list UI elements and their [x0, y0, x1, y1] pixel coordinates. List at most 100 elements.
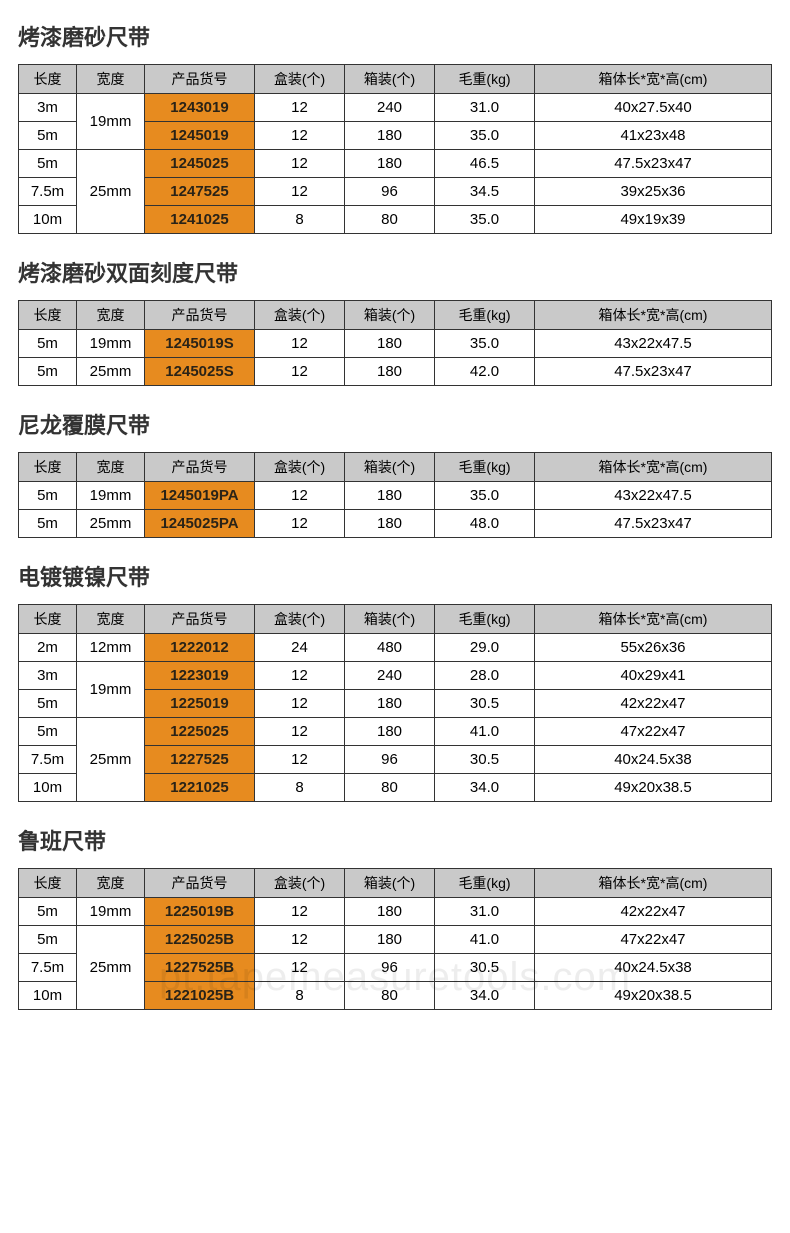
cell-length: 7.5m: [19, 954, 77, 982]
cell-weight: 41.0: [435, 926, 535, 954]
column-header: 长度: [19, 65, 77, 94]
cell-crate: 480: [345, 634, 435, 662]
column-header: 箱装(个): [345, 453, 435, 482]
cell-weight: 34.0: [435, 982, 535, 1010]
cell-dimensions: 55x26x36: [535, 634, 772, 662]
cell-crate: 80: [345, 206, 435, 234]
column-header: 长度: [19, 301, 77, 330]
cell-box: 12: [255, 954, 345, 982]
cell-length: 5m: [19, 690, 77, 718]
column-header: 箱体长*宽*高(cm): [535, 453, 772, 482]
cell-width: 19mm: [77, 94, 145, 150]
cell-product-code: 1243019: [145, 94, 255, 122]
cell-dimensions: 42x22x47: [535, 898, 772, 926]
column-header: 长度: [19, 453, 77, 482]
column-header: 箱装(个): [345, 869, 435, 898]
cell-product-code: 1223019: [145, 662, 255, 690]
cell-crate: 240: [345, 662, 435, 690]
column-header: 宽度: [77, 869, 145, 898]
column-header: 宽度: [77, 65, 145, 94]
column-header: 盒装(个): [255, 869, 345, 898]
column-header: 箱体长*宽*高(cm): [535, 605, 772, 634]
column-header: 盒装(个): [255, 605, 345, 634]
cell-length: 7.5m: [19, 746, 77, 774]
cell-dimensions: 47x22x47: [535, 926, 772, 954]
cell-dimensions: 40x29x41: [535, 662, 772, 690]
cell-box: 24: [255, 634, 345, 662]
cell-box: 12: [255, 94, 345, 122]
cell-length: 5m: [19, 330, 77, 358]
cell-length: 5m: [19, 150, 77, 178]
section-title: 尼龙覆膜尺带: [18, 408, 772, 440]
cell-dimensions: 43x22x47.5: [535, 482, 772, 510]
cell-crate: 180: [345, 482, 435, 510]
cell-length: 10m: [19, 982, 77, 1010]
cell-crate: 180: [345, 718, 435, 746]
cell-length: 5m: [19, 358, 77, 386]
cell-box: 12: [255, 150, 345, 178]
cell-dimensions: 47.5x23x47: [535, 510, 772, 538]
column-header: 毛重(kg): [435, 301, 535, 330]
column-header: 宽度: [77, 453, 145, 482]
column-header: 长度: [19, 869, 77, 898]
table-row: 5m25mm1245025S1218042.047.5x23x47: [19, 358, 772, 386]
cell-weight: 34.0: [435, 774, 535, 802]
column-header: 产品货号: [145, 65, 255, 94]
cell-crate: 96: [345, 954, 435, 982]
table-row: 5m25mm12450251218046.547.5x23x47: [19, 150, 772, 178]
cell-product-code: 1225025: [145, 718, 255, 746]
table-row: 2m12mm12220122448029.055x26x36: [19, 634, 772, 662]
spec-table: 长度宽度产品货号盒装(个)箱装(个)毛重(kg)箱体长*宽*高(cm)5m19m…: [18, 452, 772, 538]
cell-crate: 180: [345, 510, 435, 538]
cell-crate: 180: [345, 358, 435, 386]
cell-dimensions: 49x19x39: [535, 206, 772, 234]
cell-crate: 180: [345, 690, 435, 718]
cell-weight: 41.0: [435, 718, 535, 746]
cell-length: 5m: [19, 718, 77, 746]
column-header: 长度: [19, 605, 77, 634]
column-header: 毛重(kg): [435, 605, 535, 634]
column-header: 产品货号: [145, 301, 255, 330]
table-row: 5m19mm1225019B1218031.042x22x47: [19, 898, 772, 926]
section-title: 烤漆磨砂尺带: [18, 20, 772, 52]
cell-box: 12: [255, 690, 345, 718]
cell-crate: 80: [345, 774, 435, 802]
column-header: 盒装(个): [255, 453, 345, 482]
spec-tables-container: 烤漆磨砂尺带长度宽度产品货号盒装(个)箱装(个)毛重(kg)箱体长*宽*高(cm…: [18, 20, 772, 1010]
cell-product-code: 1225019B: [145, 898, 255, 926]
cell-dimensions: 39x25x36: [535, 178, 772, 206]
column-header: 宽度: [77, 605, 145, 634]
cell-crate: 180: [345, 330, 435, 358]
cell-dimensions: 40x27.5x40: [535, 94, 772, 122]
cell-width: 25mm: [77, 510, 145, 538]
section-title: 鲁班尺带: [18, 824, 772, 856]
cell-width: 25mm: [77, 358, 145, 386]
cell-crate: 180: [345, 898, 435, 926]
cell-width: 19mm: [77, 330, 145, 358]
column-header: 毛重(kg): [435, 869, 535, 898]
table-row: 5m19mm1245019S1218035.043x22x47.5: [19, 330, 772, 358]
column-header: 箱体长*宽*高(cm): [535, 65, 772, 94]
cell-weight: 30.5: [435, 954, 535, 982]
cell-crate: 180: [345, 150, 435, 178]
cell-product-code: 1227525B: [145, 954, 255, 982]
cell-box: 12: [255, 746, 345, 774]
cell-product-code: 1225025B: [145, 926, 255, 954]
cell-dimensions: 47x22x47: [535, 718, 772, 746]
cell-weight: 30.5: [435, 690, 535, 718]
cell-weight: 28.0: [435, 662, 535, 690]
cell-box: 12: [255, 718, 345, 746]
cell-weight: 31.0: [435, 94, 535, 122]
cell-box: 8: [255, 206, 345, 234]
cell-product-code: 1245025: [145, 150, 255, 178]
cell-crate: 240: [345, 94, 435, 122]
cell-product-code: 1227525: [145, 746, 255, 774]
cell-width: 25mm: [77, 926, 145, 1010]
cell-weight: 46.5: [435, 150, 535, 178]
cell-weight: 35.0: [435, 330, 535, 358]
cell-box: 12: [255, 510, 345, 538]
cell-dimensions: 41x23x48: [535, 122, 772, 150]
column-header: 产品货号: [145, 605, 255, 634]
section-title: 烤漆磨砂双面刻度尺带: [18, 256, 772, 288]
cell-dimensions: 42x22x47: [535, 690, 772, 718]
